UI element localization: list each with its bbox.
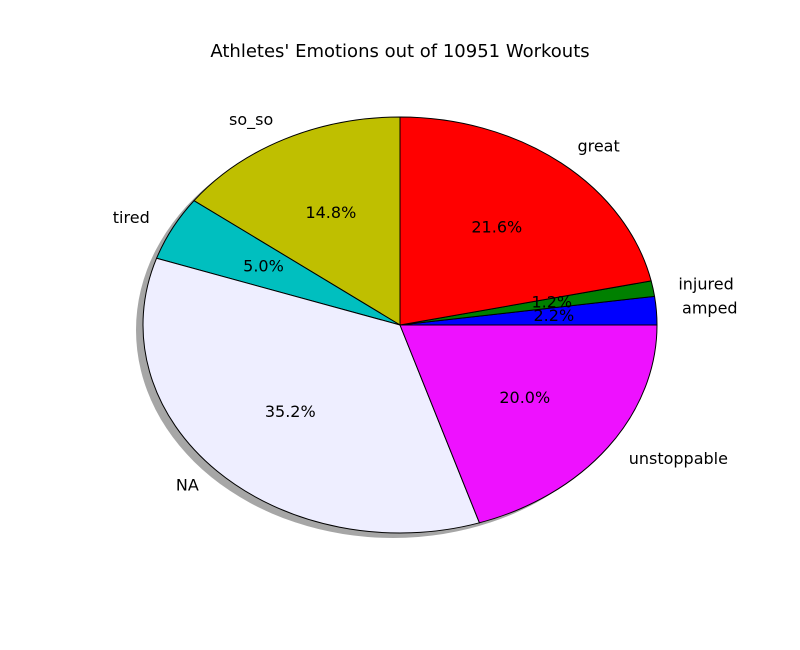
pie-slice-great bbox=[399, 116, 652, 326]
pie-slice-unstoppable bbox=[399, 324, 658, 524]
pct-label-so-so: 14.8% bbox=[305, 203, 356, 222]
pie-slice-so-so bbox=[193, 116, 401, 326]
pie-slices bbox=[142, 116, 658, 534]
pie-slice-na bbox=[142, 257, 480, 534]
slice-label-unstoppable: unstoppable bbox=[629, 449, 728, 468]
pct-label-injured: 1.2% bbox=[531, 293, 572, 312]
chart-title: Athletes' Emotions out of 10951 Workouts bbox=[210, 41, 589, 62]
slice-label-so-so: so_so bbox=[229, 110, 273, 130]
percent-labels: 2.2%1.2% 21.6% 14.8% 5.0% 35.2% 20.0% bbox=[243, 203, 574, 421]
pct-label-na: 35.2% bbox=[265, 402, 316, 421]
pct-label-amped: 2.2% bbox=[534, 306, 575, 325]
slice-label-tired: tired bbox=[113, 208, 150, 227]
slice-label-injured: injured bbox=[678, 274, 733, 293]
slice-label-great: great bbox=[577, 136, 619, 155]
pct-label-great: 21.6% bbox=[471, 217, 522, 236]
slice-label-amped: amped bbox=[682, 299, 738, 318]
pct-label-tired: 5.0% bbox=[243, 256, 284, 275]
slice-label-na: NA bbox=[176, 475, 199, 494]
pct-label-unstoppable: 20.0% bbox=[499, 388, 550, 407]
